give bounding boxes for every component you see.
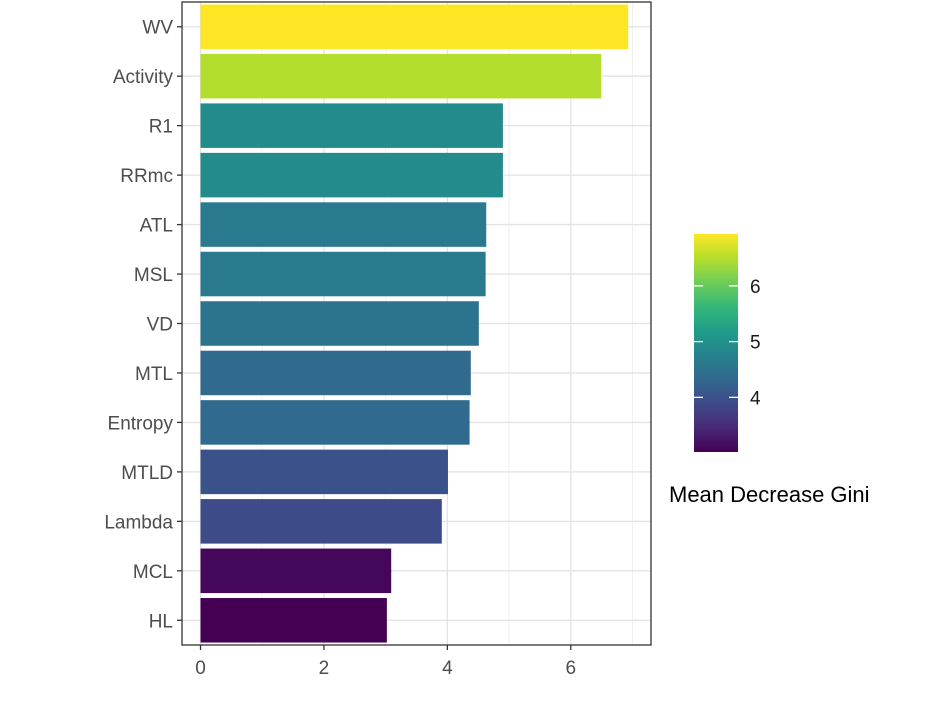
- bar-hl: [200, 598, 387, 643]
- bar-mtld: [200, 449, 448, 495]
- y-tick-label: HL: [149, 611, 173, 632]
- bar-vd: [200, 301, 479, 346]
- y-tick-label: ATL: [140, 216, 173, 237]
- y-tick-label: MTL: [135, 364, 173, 385]
- x-tick-label: 2: [319, 658, 330, 679]
- colorbar-tick-label: 6: [750, 277, 761, 298]
- y-tick-label: Entropy: [108, 413, 174, 434]
- y-tick-label: MSL: [134, 265, 173, 286]
- bar-rrmc: [200, 152, 503, 198]
- x-tick-label: 4: [442, 658, 453, 679]
- colorbar-tick-label: 4: [750, 388, 761, 409]
- y-tick-label: MCL: [133, 562, 173, 583]
- y-tick-label: VD: [147, 315, 173, 336]
- bar-wv: [200, 4, 629, 49]
- bar-mtl: [200, 350, 471, 396]
- y-tick-label: MTLD: [121, 463, 173, 484]
- x-tick-label: 6: [565, 658, 576, 679]
- bar-msl: [200, 251, 486, 297]
- y-tick-label: RRmc: [120, 166, 173, 187]
- bar-lambda: [200, 499, 442, 544]
- bar-entropy: [200, 400, 470, 445]
- y-tick-label: R1: [149, 117, 173, 138]
- bar-r1: [200, 103, 503, 148]
- y-tick-label: WV: [142, 18, 173, 39]
- legend-title: Mean Decrease Gini: [669, 482, 870, 507]
- bar-atl: [200, 202, 487, 247]
- colorbar: [694, 234, 738, 452]
- colorbar-tick-label: 5: [750, 333, 761, 354]
- bar-activity: [200, 53, 602, 99]
- bar-mcl: [200, 548, 392, 594]
- y-tick-label: Lambda: [104, 512, 173, 533]
- y-tick-label: Activity: [113, 67, 174, 88]
- x-tick-label: 0: [195, 658, 206, 679]
